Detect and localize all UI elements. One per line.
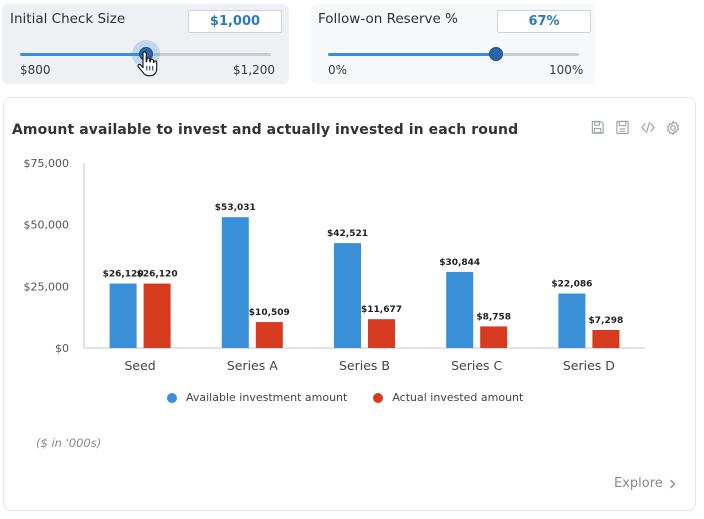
- x-tick-label: Series B: [339, 358, 390, 373]
- bar-invested: [480, 326, 508, 348]
- legend-label-available: Available investment amount: [186, 391, 348, 404]
- y-tick-label: $50,000: [24, 219, 70, 232]
- initial-check-size-max: $1,200: [233, 63, 275, 77]
- x-tick-label: Series A: [227, 358, 278, 373]
- legend-item-available[interactable]: Available investment amount: [167, 391, 347, 404]
- initial-check-size-control: Initial Check Size $1,000 $800 $1,200: [2, 4, 289, 84]
- follow-on-reserve-label: Follow-on Reserve %: [318, 11, 458, 27]
- initial-check-size-value[interactable]: $1,000: [188, 10, 282, 33]
- y-tick-label: $75,000: [24, 157, 70, 170]
- data-label: $42,521: [327, 229, 368, 239]
- data-label: $22,086: [551, 280, 592, 290]
- chart-toolbar: [589, 119, 681, 136]
- data-label: $11,677: [361, 305, 402, 315]
- units-note: ($ in '000s): [36, 436, 102, 450]
- data-label: $53,031: [215, 203, 256, 213]
- x-tick-label: Series D: [563, 358, 615, 373]
- legend-marker-available: [167, 392, 177, 403]
- data-label: $26,120: [137, 270, 178, 280]
- x-tick-label: Seed: [124, 358, 155, 373]
- bar-available: [558, 293, 586, 348]
- bar-invested: [368, 319, 395, 348]
- initial-check-size-track-fill: [20, 53, 146, 56]
- chart-card: Amount available to invest and actually …: [3, 97, 696, 511]
- data-label: $26,120: [103, 270, 144, 280]
- follow-on-reserve-max: 100%: [549, 63, 584, 77]
- bar-available: [446, 271, 474, 348]
- data-label: $8,758: [476, 312, 511, 322]
- initial-check-size-min: $800: [20, 63, 51, 77]
- y-tick-label: $25,000: [24, 280, 70, 293]
- follow-on-reserve-thumb[interactable]: [489, 47, 504, 61]
- follow-on-reserve-value[interactable]: 67%: [497, 10, 591, 33]
- legend-marker-invested: [373, 392, 384, 403]
- hand-cursor-icon: [137, 51, 158, 77]
- data-label: $30,844: [439, 258, 480, 268]
- x-tick-label: Series C: [451, 358, 502, 373]
- data-label: $7,298: [589, 316, 624, 326]
- legend-item-invested[interactable]: Actual invested amount: [373, 391, 523, 404]
- save-icon[interactable]: [589, 119, 606, 136]
- bar-available: [334, 243, 361, 348]
- bar-available: [109, 283, 137, 348]
- gear-icon[interactable]: [664, 119, 681, 136]
- follow-on-reserve-track[interactable]: [328, 53, 579, 56]
- y-tick-label: $0: [55, 342, 69, 355]
- explore-link[interactable]: Explore: [614, 476, 677, 491]
- initial-check-size-label: Initial Check Size: [10, 11, 126, 27]
- follow-on-reserve-control: Follow-on Reserve % 67% 0% 100%: [311, 4, 595, 84]
- follow-on-reserve-min: 0%: [328, 63, 348, 77]
- legend-label-invested: Actual invested amount: [392, 391, 524, 404]
- follow-on-reserve-track-fill: [328, 53, 497, 56]
- chart-legend: Available investment amount Actual inves…: [167, 391, 523, 404]
- bar-invested: [592, 329, 620, 348]
- bar-invested: [255, 322, 283, 348]
- data-label: $10,509: [249, 308, 290, 318]
- export-icon[interactable]: [614, 119, 631, 136]
- bar-available: [221, 217, 249, 348]
- explore-label: Explore: [614, 476, 663, 491]
- bar-invested: [143, 283, 171, 348]
- chevron-right-icon: [670, 479, 675, 488]
- bar-chart: $0 $25,000 $50,000 $75,000 $26,120$26,120 See…: [24, 157, 645, 373]
- chart-title: Amount available to invest and actually …: [12, 122, 519, 138]
- code-icon[interactable]: [639, 119, 656, 136]
